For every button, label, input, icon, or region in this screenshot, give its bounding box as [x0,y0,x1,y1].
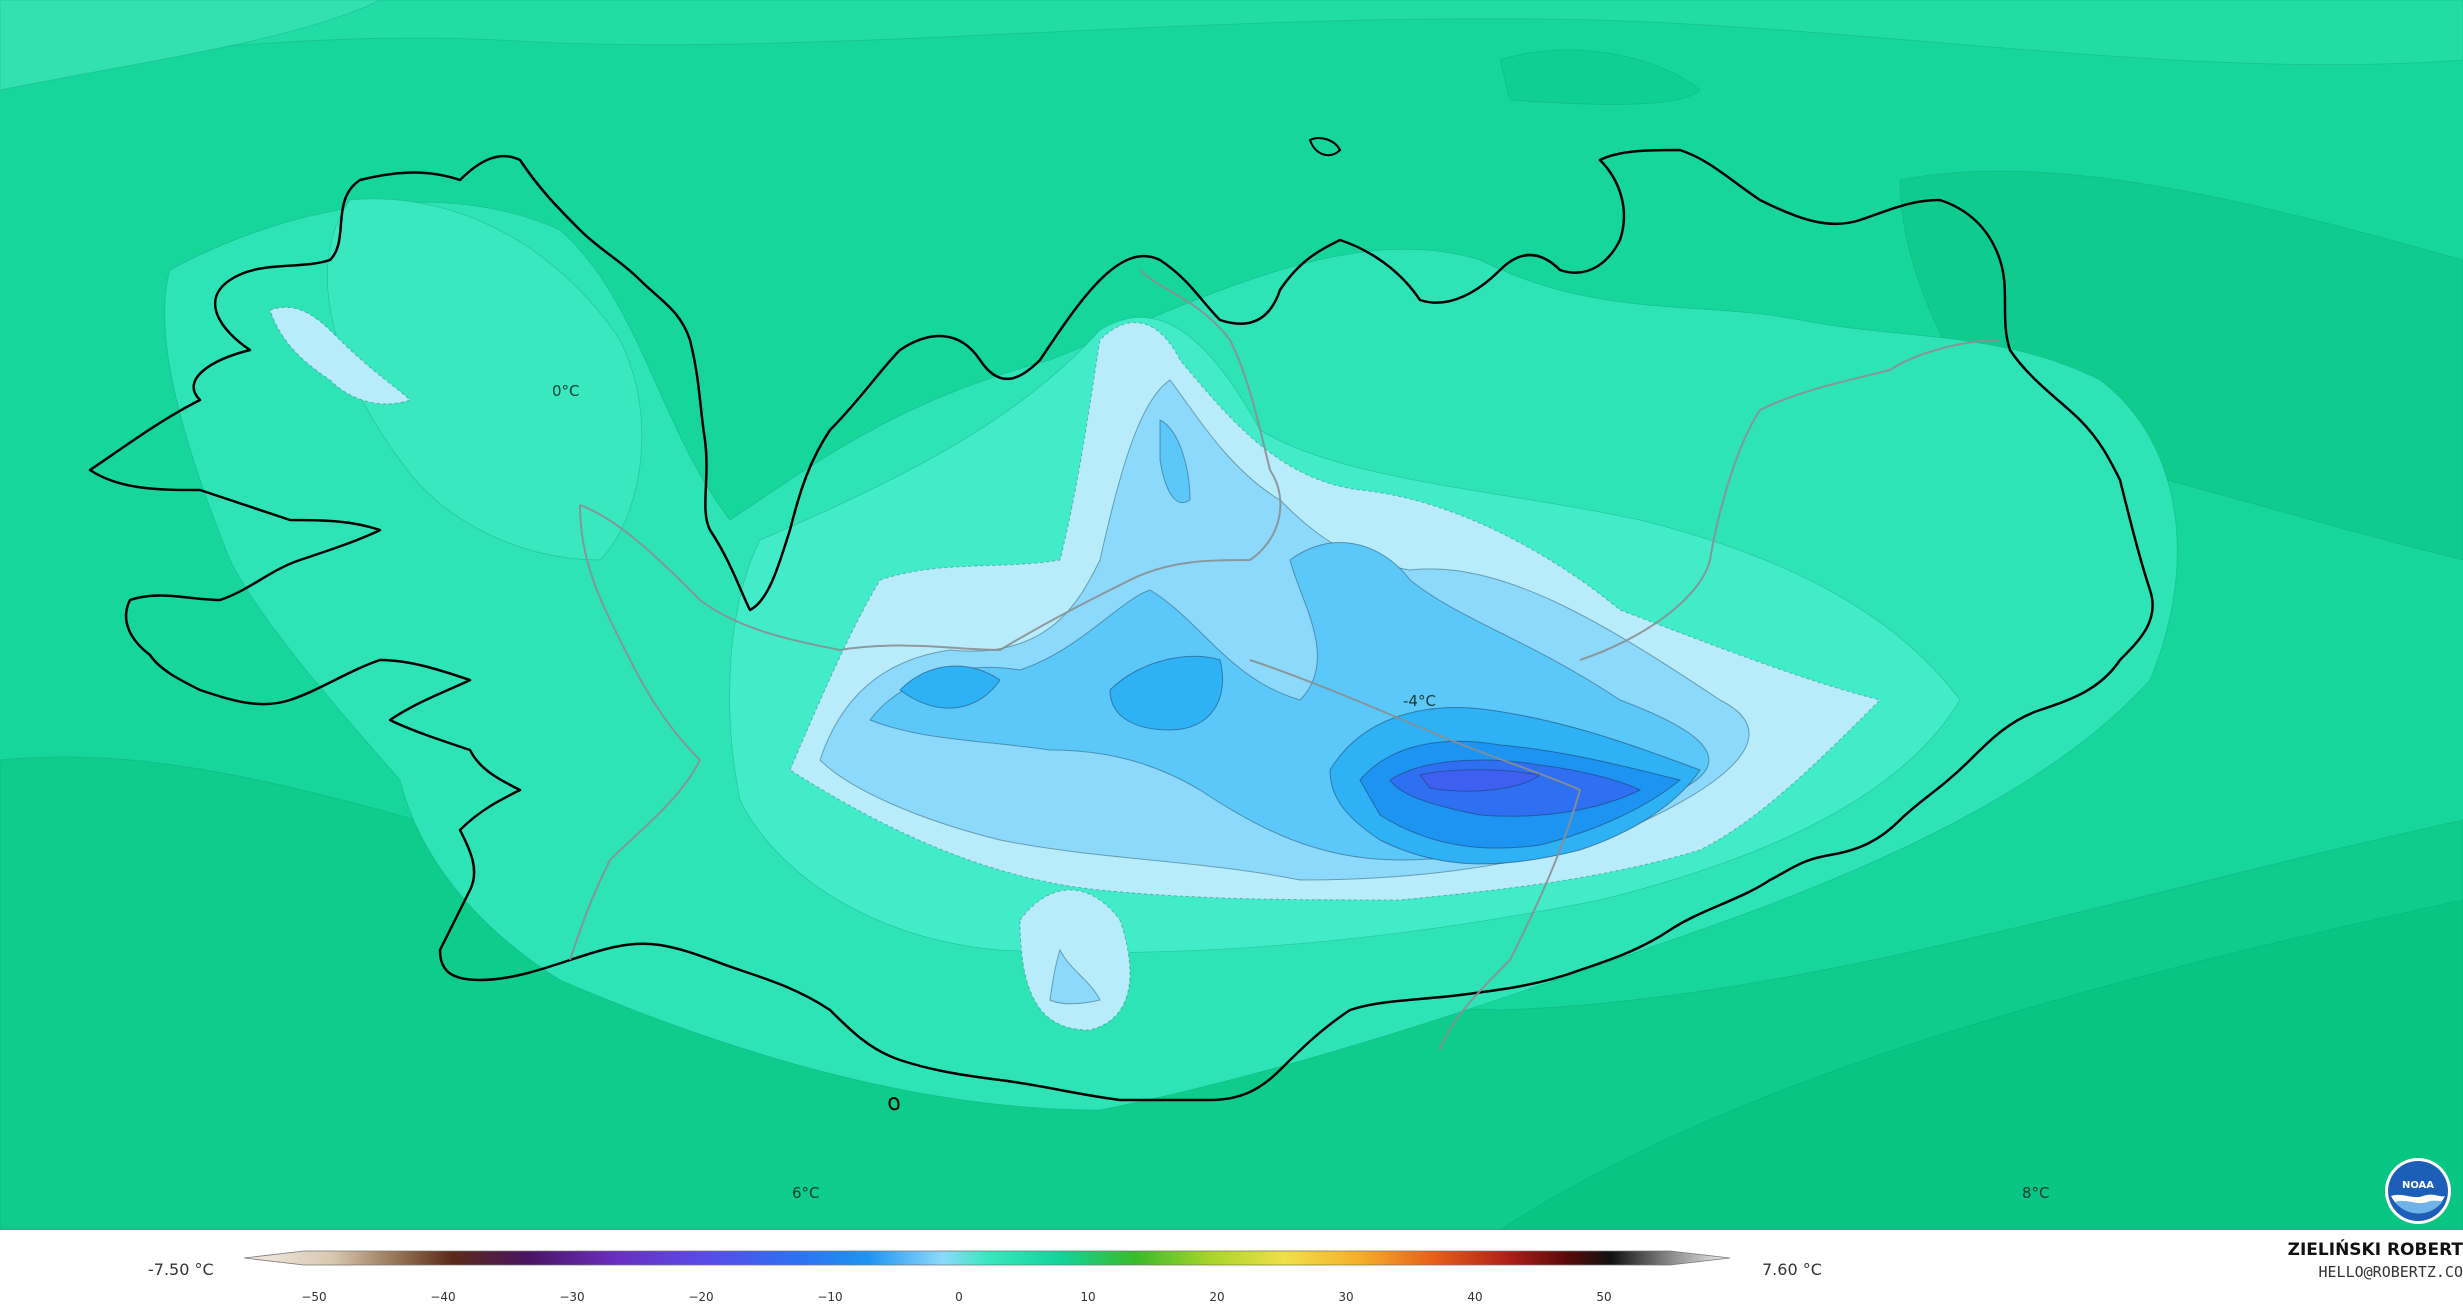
credit-name: ZIELIŃSKI ROBERT [2288,1240,2463,1260]
colorbar-tick-label: 50 [1596,1290,1611,1304]
contour-label-minus4: -4°C [1403,692,1436,710]
contour-label-8: 8°C [2022,1184,2050,1202]
colorbar-tick-label: 0 [955,1290,963,1304]
colorbar-tick-label: −30 [559,1290,584,1304]
colorbar-tick-label: 40 [1467,1290,1482,1304]
colorbar-tick-label: −20 [688,1290,713,1304]
colorbar-tick-label: −40 [430,1290,455,1304]
legend-min-value: -7.50 °C [148,1260,214,1279]
contour-label-6: 6°C [792,1184,820,1202]
colorbar-tick-label: 10 [1080,1290,1095,1304]
noaa-logo-icon: NOAA [2383,1156,2453,1226]
colorbar-tick-label: 20 [1209,1290,1224,1304]
svg-text:NOAA: NOAA [2402,1180,2434,1191]
colorbar-tick-label: −50 [301,1290,326,1304]
credit-email[interactable]: HELLO@ROBERTZ.CO [2319,1263,2463,1281]
colorbar-tick-label: 30 [1338,1290,1353,1304]
temperature-map: 0°C -4°C 6°C 8°C NOAA [0,0,2463,1230]
colorbar-legend: -7.50 °C [0,1230,2463,1287]
colorbar-gradient [244,1248,1730,1268]
contour-label-0: 0°C [552,382,580,400]
colorbar-tick-label: −10 [817,1290,842,1304]
map-canvas [0,0,2463,1230]
legend-max-value: 7.60 °C [1762,1260,1822,1279]
